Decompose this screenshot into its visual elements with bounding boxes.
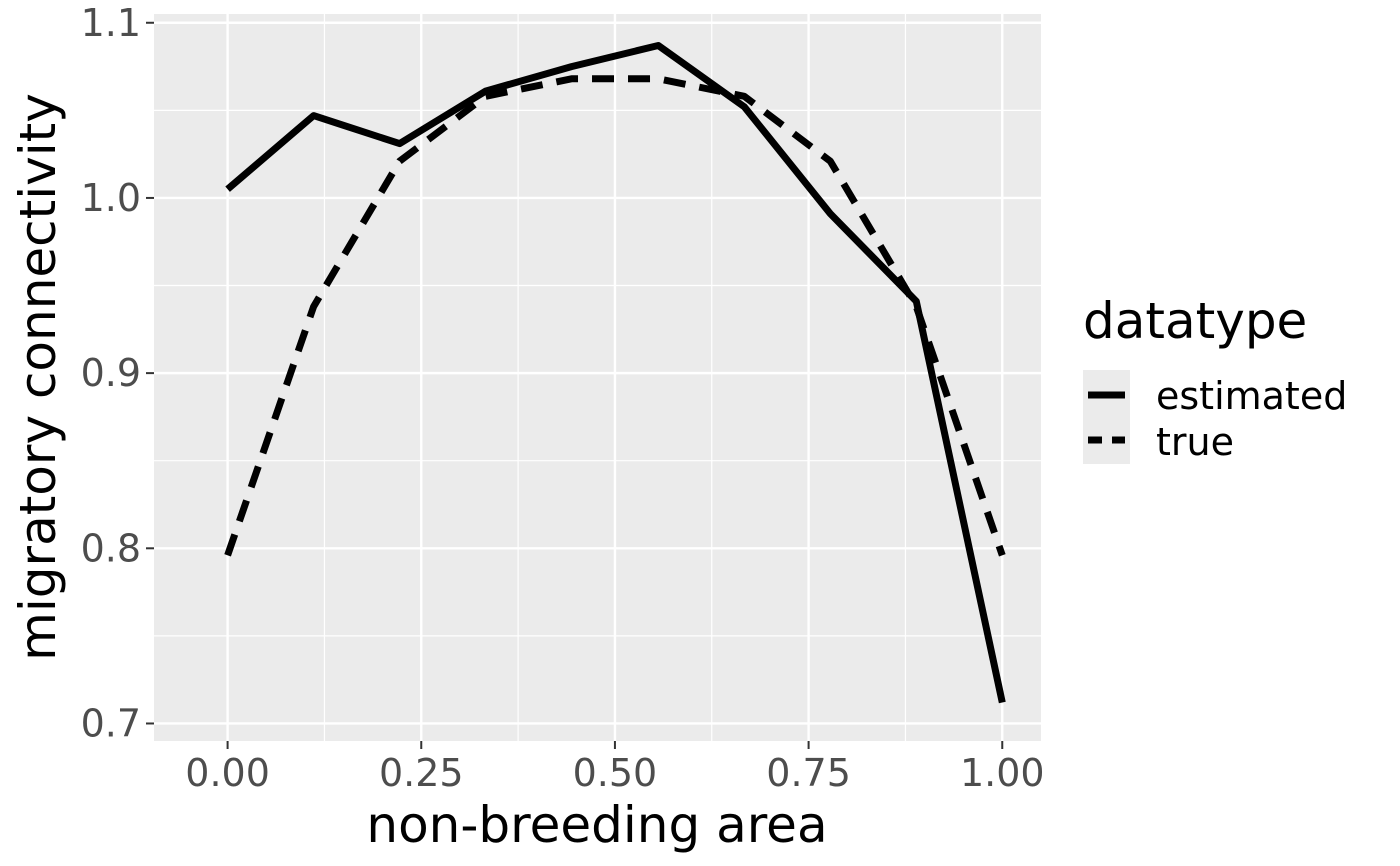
axis-ticks (146, 21, 1004, 749)
series-lines (224, 42, 1006, 704)
y-tick-label: 0.7 (81, 701, 141, 745)
legend-label-true: true (1156, 420, 1234, 464)
x-tick-label: 0.75 (766, 751, 851, 795)
x-axis-title: non-breeding area (366, 796, 827, 854)
y-axis-title: migratory connectivity (9, 93, 67, 661)
y-tick-label: 1.0 (81, 176, 141, 220)
y-tick-label: 0.9 (81, 351, 141, 395)
major-gridlines (154, 14, 1041, 741)
plot-panel (154, 14, 1041, 741)
series-line-estimated (225, 42, 1006, 704)
x-tick-label: 0.25 (379, 751, 464, 795)
y-tick-labels: 0.7 0.8 0.9 1.0 1.1 (81, 1, 141, 746)
legend-label-estimated: estimated (1156, 374, 1347, 418)
x-tick-label: 0.00 (185, 751, 270, 795)
y-tick-label: 1.1 (81, 1, 141, 45)
x-tick-label: 1.00 (960, 751, 1045, 795)
minor-gridlines (154, 14, 1041, 741)
legend: datatype estimated true (1083, 292, 1347, 464)
x-tick-labels: 0.00 0.25 0.50 0.75 1.00 (185, 751, 1044, 795)
x-tick-label: 0.50 (573, 751, 658, 795)
y-tick-label: 0.8 (81, 526, 141, 570)
legend-title: datatype (1083, 292, 1307, 350)
